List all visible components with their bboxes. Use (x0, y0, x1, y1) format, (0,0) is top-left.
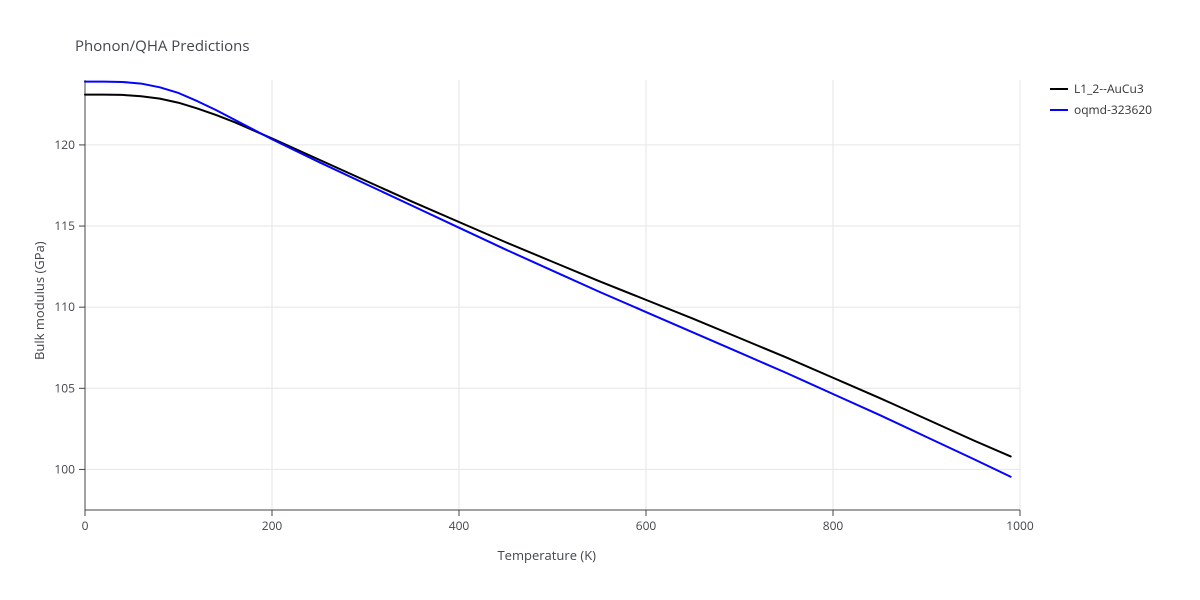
series-line[interactable] (85, 95, 1011, 457)
y-tick-label: 115 (54, 217, 75, 234)
legend-item[interactable]: oqmd-323620 (1050, 101, 1152, 118)
chart-plot[interactable]: 0 200 400 600 800 1000 100 105 110 115 120 (35, 30, 1070, 560)
legend-item[interactable]: L1_2--AuCu3 (1050, 80, 1152, 97)
legend-label: oqmd-323620 (1074, 101, 1152, 118)
x-tick-label: 400 (449, 517, 470, 534)
legend-label: L1_2--AuCu3 (1074, 80, 1144, 97)
x-tick-label: 1000 (1006, 517, 1034, 534)
x-tick-label: 200 (262, 517, 283, 534)
x-tick-label: 800 (823, 517, 844, 534)
chart-container: Phonon/QHA Predictions 02004006008001000… (0, 0, 1200, 600)
x-tick-label: 600 (636, 517, 657, 534)
y-tick-label: 110 (54, 298, 75, 315)
y-axis-label: Bulk modulus (GPa) (30, 241, 48, 360)
legend-swatch (1050, 88, 1068, 90)
x-axis-label: Temperature (K) (498, 546, 597, 564)
legend: L1_2--AuCu3 oqmd-323620 (1050, 80, 1152, 122)
legend-swatch (1050, 109, 1068, 111)
series-line[interactable] (85, 82, 1011, 477)
y-tick-label: 105 (54, 379, 75, 396)
x-tick-label: 0 (82, 517, 89, 534)
y-tick-label: 120 (54, 136, 75, 153)
y-tick-label: 100 (54, 460, 75, 477)
